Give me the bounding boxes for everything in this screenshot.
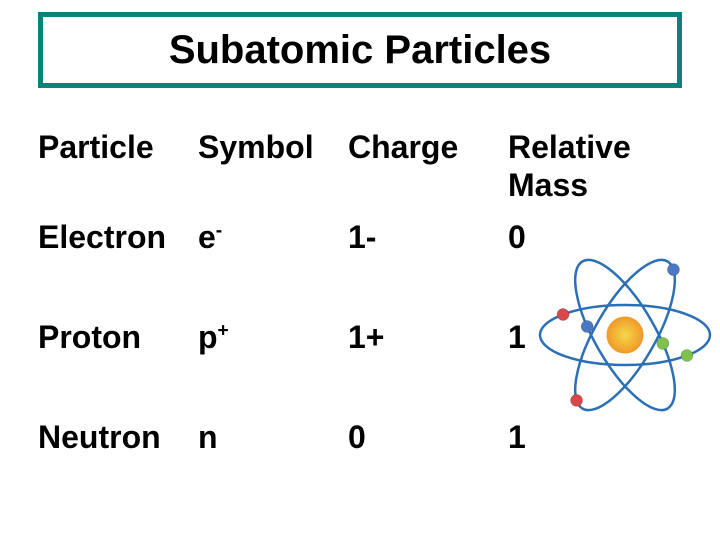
cell-charge: 1- — [348, 212, 508, 256]
page-title: Subatomic Particles — [169, 28, 551, 73]
cell-particle: Electron — [38, 212, 198, 256]
cell-particle: Neutron — [38, 412, 198, 456]
title-box: Subatomic Particles — [38, 12, 682, 88]
table-header-row: Particle Symbol Charge RelativeMass — [38, 122, 682, 212]
header-charge: Charge — [348, 122, 508, 166]
header-symbol: Symbol — [198, 122, 348, 166]
cell-charge: 1+ — [348, 312, 508, 356]
cell-particle: Proton — [38, 312, 198, 356]
cell-charge: 0 — [348, 412, 508, 456]
cell-symbol: e- — [198, 212, 348, 256]
header-particle: Particle — [38, 122, 198, 166]
cell-symbol: p+ — [198, 312, 348, 356]
header-mass: RelativeMass — [508, 122, 682, 205]
cell-symbol: n — [198, 412, 348, 456]
atom-icon — [530, 240, 720, 430]
